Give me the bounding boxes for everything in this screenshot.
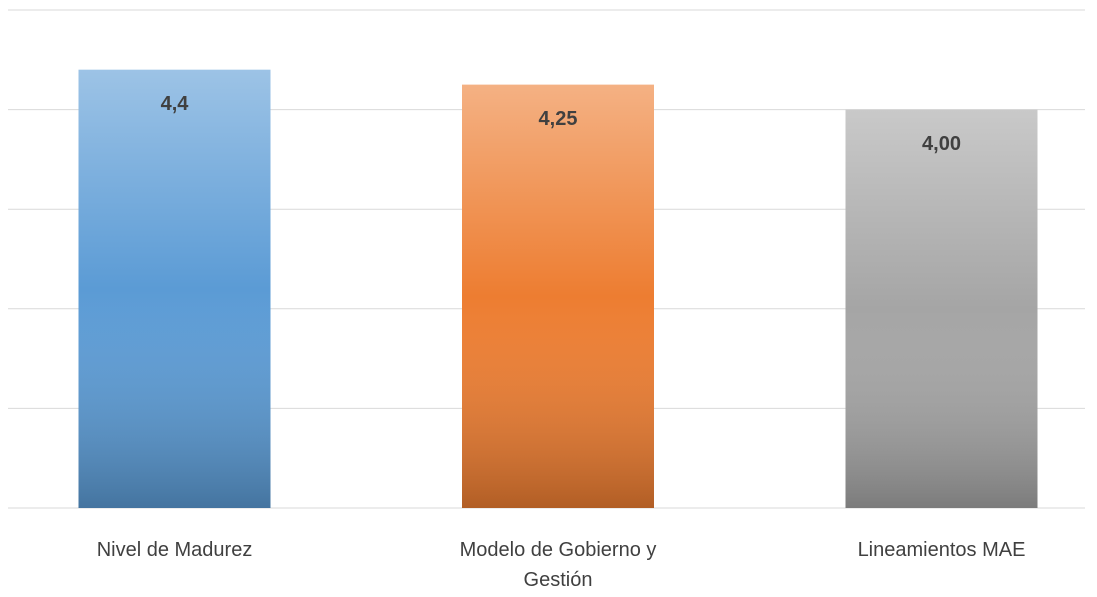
x-tick-label: Modelo de Gobierno y Gestión [459, 539, 657, 591]
x-tick-label: Nivel de Madurez [96, 539, 253, 561]
value-label: 4,25 [539, 108, 578, 130]
bar-shade [78, 69, 271, 508]
bar-shade [845, 109, 1038, 508]
value-label: 4,00 [922, 133, 961, 155]
value-label: 4,4 [161, 93, 190, 115]
x-tick-label: Lineamientos MAE [857, 539, 1026, 561]
bar-shade [462, 84, 654, 508]
